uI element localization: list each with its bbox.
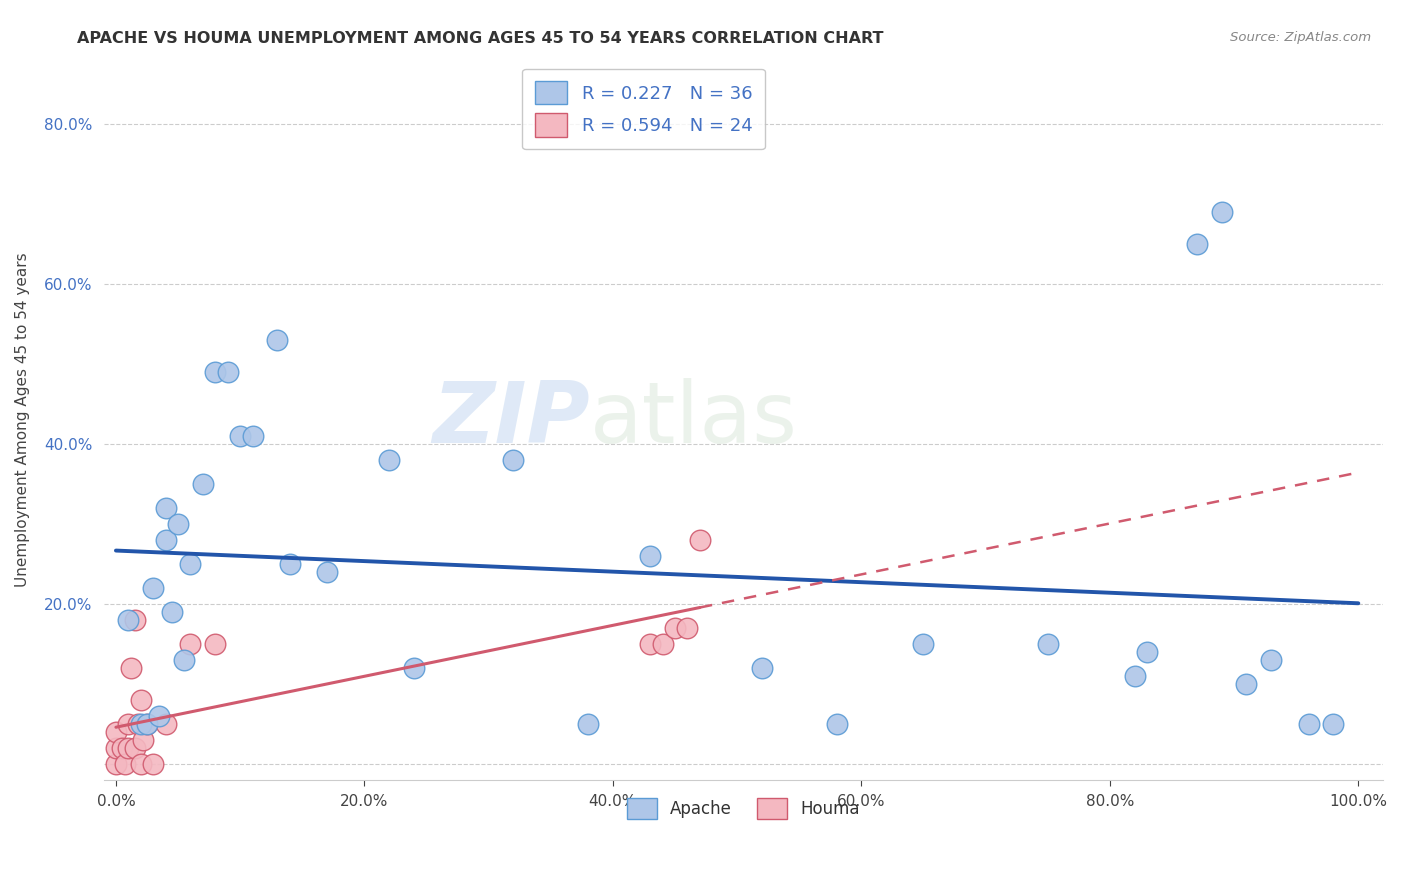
Point [751, 661, 773, 675]
Point [111, 741, 134, 756]
Point [160, 605, 183, 619]
Point [179, 557, 201, 571]
Point [173, 653, 195, 667]
Point [155, 501, 177, 516]
Point [179, 637, 201, 651]
Point [129, 757, 152, 772]
Point [104, 741, 127, 756]
Point [638, 637, 661, 651]
Point [155, 533, 177, 547]
Point [1185, 236, 1208, 251]
Point [651, 637, 673, 651]
Point [114, 757, 136, 772]
Point [676, 621, 699, 635]
Point [129, 717, 152, 731]
Point [136, 717, 159, 731]
Point [132, 733, 155, 747]
Text: ZIP: ZIP [432, 378, 589, 461]
Point [1236, 677, 1258, 691]
Point [104, 757, 127, 772]
Legend: Apache, Houma: Apache, Houma [620, 791, 866, 826]
Point [1260, 653, 1282, 667]
Point [242, 429, 264, 443]
Point [316, 565, 339, 579]
Point [689, 533, 711, 547]
Point [278, 557, 301, 571]
Point [104, 725, 127, 739]
Point [576, 717, 599, 731]
Point [1298, 717, 1320, 731]
Point [502, 453, 524, 467]
Text: atlas: atlas [589, 378, 797, 461]
Point [124, 613, 146, 627]
Point [912, 637, 935, 651]
Point [148, 709, 170, 723]
Point [124, 741, 146, 756]
Text: Source: ZipAtlas.com: Source: ZipAtlas.com [1230, 31, 1371, 45]
Point [204, 365, 226, 379]
Point [217, 365, 239, 379]
Point [191, 477, 214, 491]
Point [638, 549, 661, 563]
Point [155, 717, 177, 731]
Point [1211, 204, 1233, 219]
Point [1036, 637, 1059, 651]
Point [167, 517, 190, 532]
Point [1123, 669, 1146, 683]
Point [142, 581, 165, 595]
Point [117, 741, 139, 756]
Point [1136, 645, 1159, 659]
Text: APACHE VS HOUMA UNEMPLOYMENT AMONG AGES 45 TO 54 YEARS CORRELATION CHART: APACHE VS HOUMA UNEMPLOYMENT AMONG AGES … [77, 31, 884, 46]
Point [136, 717, 159, 731]
Point [117, 717, 139, 731]
Point [204, 637, 226, 651]
Point [117, 613, 139, 627]
Point [404, 661, 426, 675]
Point [378, 453, 401, 467]
Point [129, 693, 152, 707]
Point [120, 661, 142, 675]
Point [1322, 717, 1344, 731]
Point [127, 717, 149, 731]
Point [142, 757, 165, 772]
Y-axis label: Unemployment Among Ages 45 to 54 years: Unemployment Among Ages 45 to 54 years [15, 252, 30, 587]
Point [825, 717, 848, 731]
Point [664, 621, 686, 635]
Point [229, 429, 252, 443]
Point [266, 333, 288, 347]
